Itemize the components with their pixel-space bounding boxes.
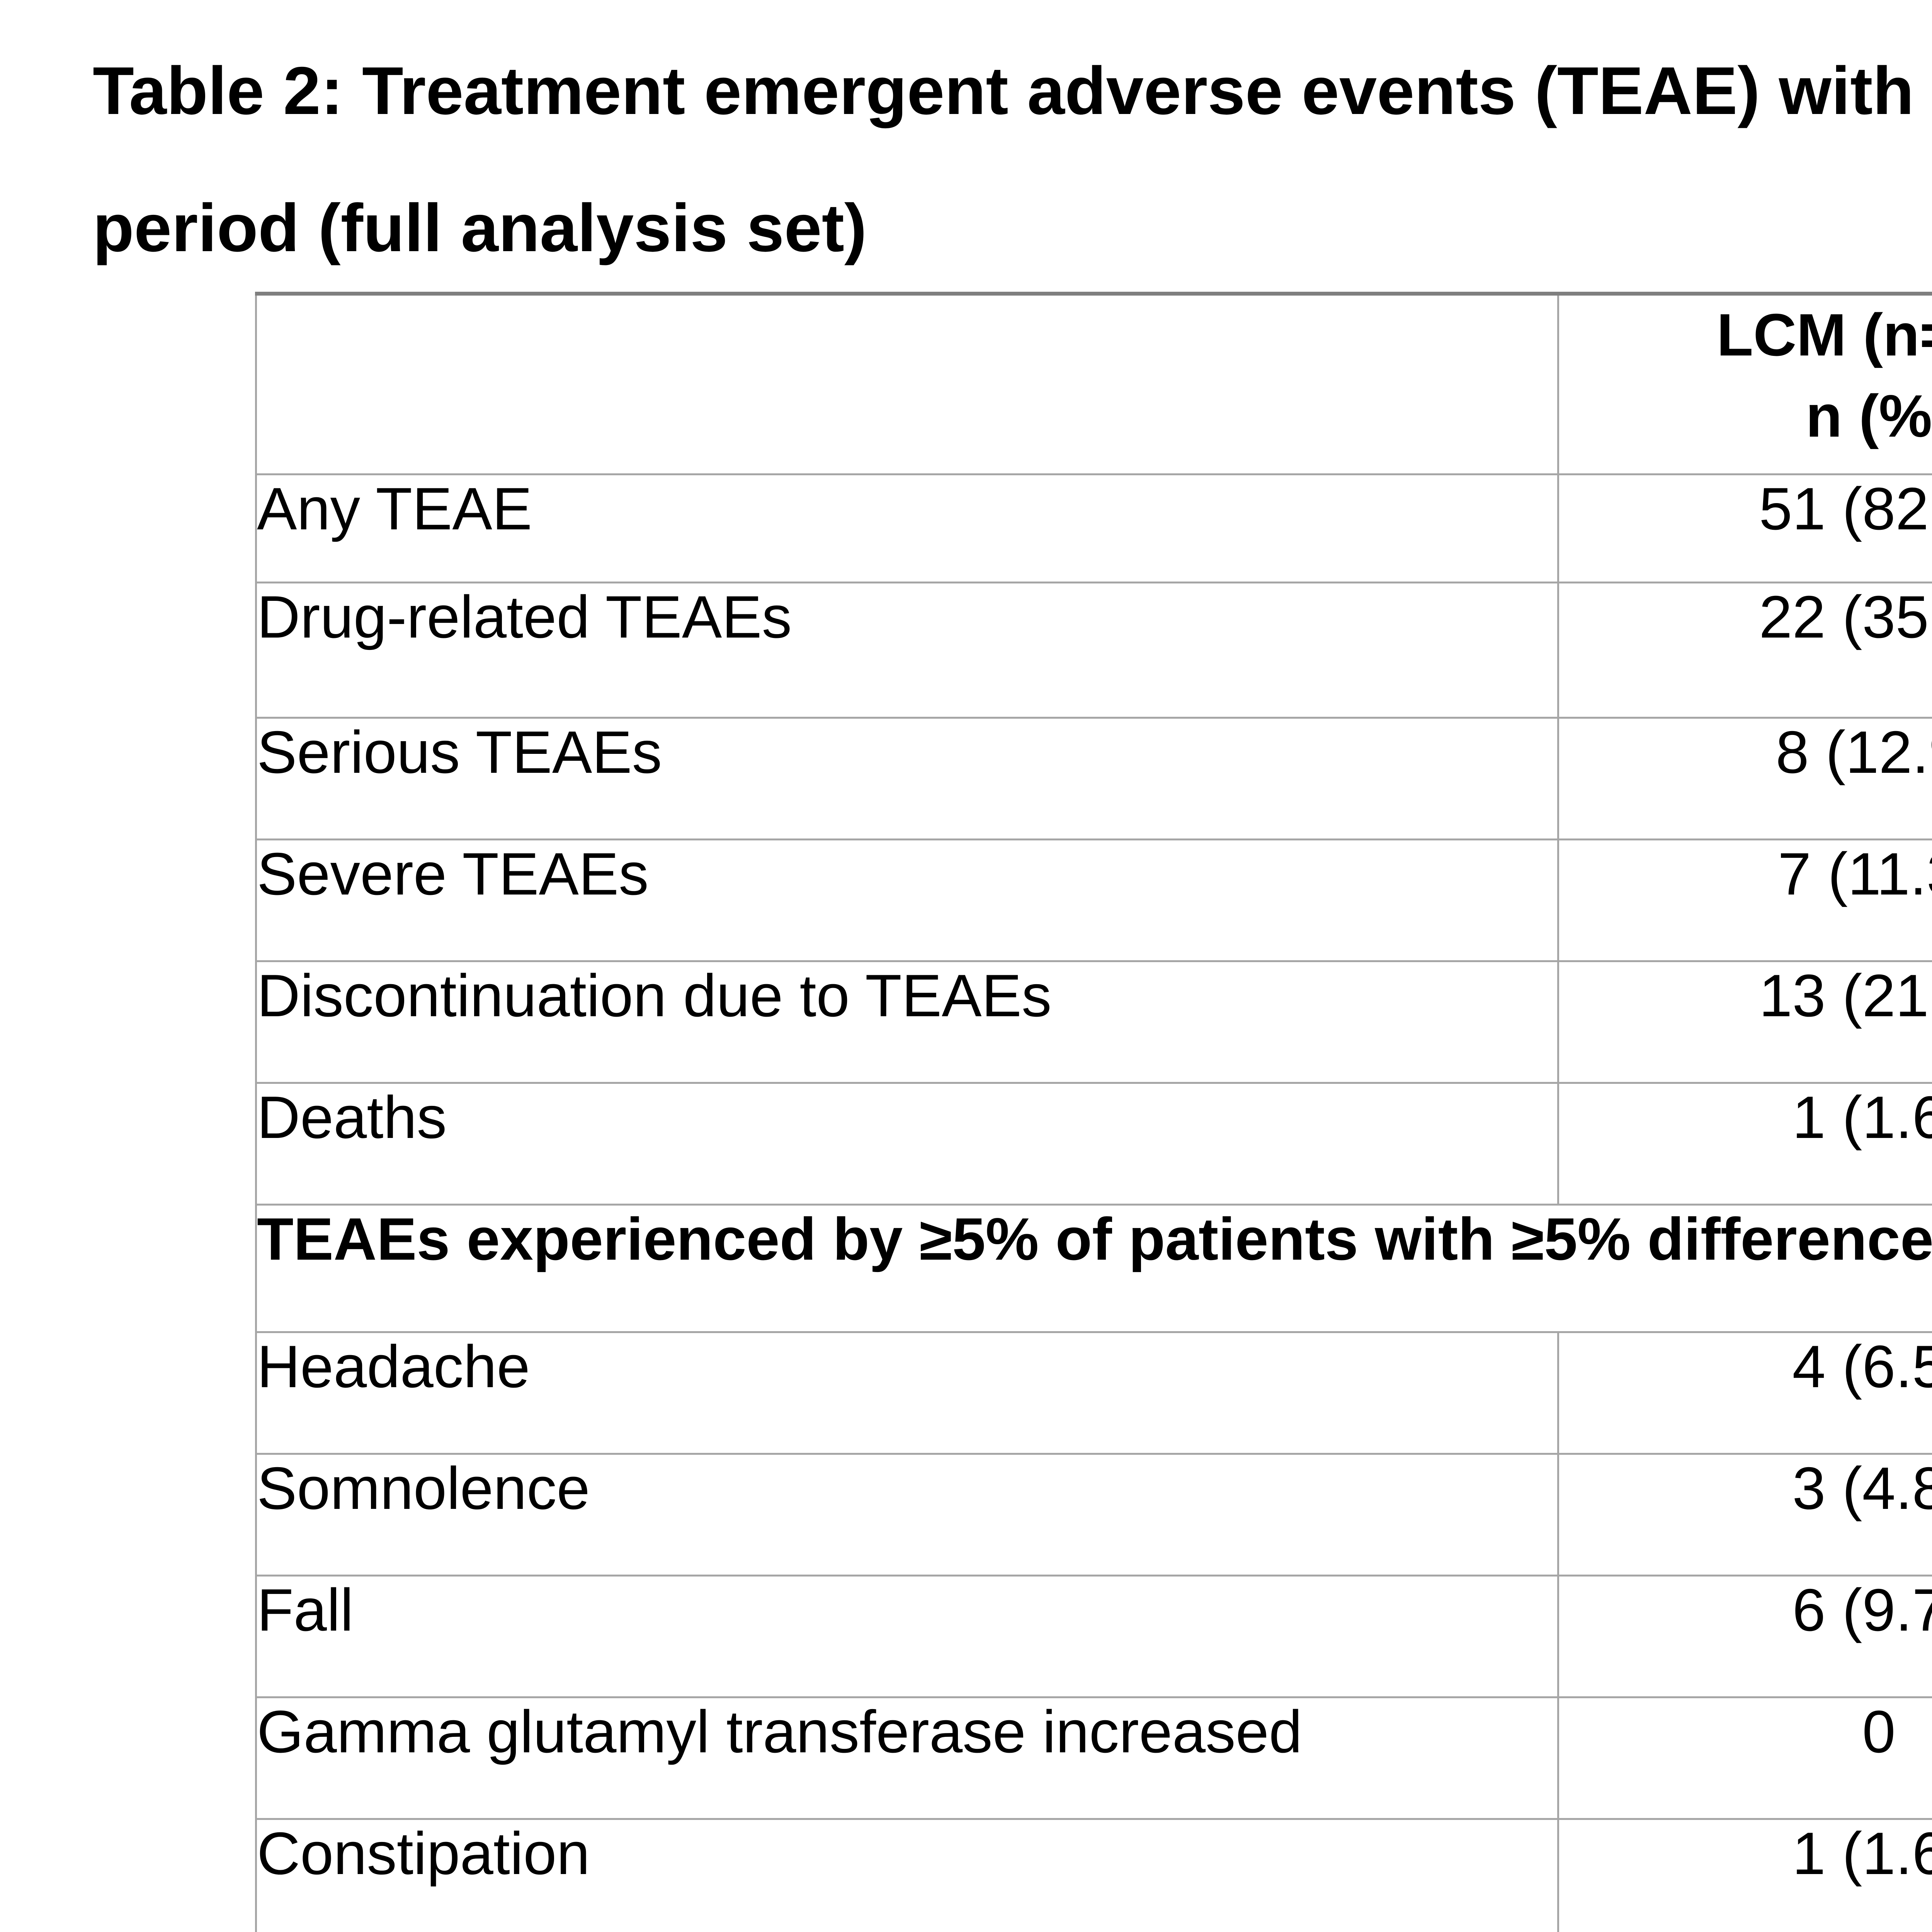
row-label-cell: Fall xyxy=(255,1573,1559,1697)
section-header-cell: TEAEs experienced by ≥5% of patients wit… xyxy=(255,1202,1932,1332)
lcm-value-cell: 8 (12.9) xyxy=(1557,716,1932,840)
row-label-cell: Headache xyxy=(255,1330,1559,1454)
table-row: Any TEAE 51 (82.3) 48 (84.2) xyxy=(255,472,1932,583)
row-label-cell: Deaths xyxy=(255,1081,1559,1205)
row-label-cell: Drug-related TEAEs xyxy=(255,580,1559,718)
row-label-cell: Any TEAE xyxy=(255,472,1559,583)
row-label-cell: Discontinuation due to TEAEs xyxy=(255,959,1559,1083)
lcm-value-cell: 13 (21.0) xyxy=(1557,959,1932,1083)
table-title-line2: period (full analysis set) xyxy=(93,191,867,267)
lcm-value-cell: 1 (1.6) xyxy=(1557,1081,1932,1205)
lcm-value-cell: 22 (35.5) xyxy=(1557,580,1932,718)
row-label-cell: Somnolence xyxy=(255,1452,1559,1576)
table-row: Fall 6 (9.7) 1 (1.8) xyxy=(255,1573,1932,1697)
table-row: Constipation 1 (1.6) 5 (8.8) xyxy=(255,1817,1932,1932)
table-row: Gamma glutamyl transferase increased 0 6… xyxy=(255,1695,1932,1819)
table-row: Serious TEAEs 8 (12.9) 12 (21.1) xyxy=(255,716,1932,840)
row-label-cell: Serious TEAEs xyxy=(255,716,1559,840)
table-row: Drug-related TEAEs 22 (35.5) 30 (52.6) xyxy=(255,580,1932,718)
table-header-row: LCM (n=62) n (%) CBZ-CR (n=57) n (%) xyxy=(255,293,1932,474)
table-row: Somnolence 3 (4.8) 7 (12.3) xyxy=(255,1452,1932,1576)
row-label-cell: Severe TEAEs xyxy=(255,837,1559,961)
lcm-value-cell: 6 (9.7) xyxy=(1557,1573,1932,1697)
lcm-header-line1: LCM (n=62) xyxy=(1716,301,1932,369)
table-title: Table 2: Treatment emergent adverse even… xyxy=(93,23,1932,298)
lcm-header-line2: n (%) xyxy=(1806,383,1932,450)
lcm-value-cell: 1 (1.6) xyxy=(1557,1817,1932,1932)
teae-table: LCM (n=62) n (%) CBZ-CR (n=57) n (%) Any… xyxy=(255,292,1932,1932)
empty-header-cell xyxy=(255,293,1559,474)
lcm-column-header: LCM (n=62) n (%) xyxy=(1557,293,1932,474)
section-header-row: TEAEs experienced by ≥5% of patients wit… xyxy=(255,1202,1932,1332)
lcm-value-cell: 3 (4.8) xyxy=(1557,1452,1932,1576)
lcm-value-cell: 0 xyxy=(1557,1695,1932,1819)
table-row: Deaths 1 (1.6) 1 (1.8) xyxy=(255,1081,1932,1205)
lcm-value-cell: 51 (82.3) xyxy=(1557,472,1932,583)
table-row: Headache 4 (6.5) 8 (14.0) xyxy=(255,1330,1932,1454)
table-row: Severe TEAEs 7 (11.3) 9 (15.8) xyxy=(255,837,1932,961)
table-row: Discontinuation due to TEAEs 13 (21.0) 1… xyxy=(255,959,1932,1083)
lcm-value-cell: 4 (6.5) xyxy=(1557,1330,1932,1454)
table-title-line1: Table 2: Treatment emergent adverse even… xyxy=(93,54,1932,129)
lcm-value-cell: 7 (11.3) xyxy=(1557,837,1932,961)
row-label-cell: Constipation xyxy=(255,1817,1559,1932)
row-label-cell: Gamma glutamyl transferase increased xyxy=(255,1695,1559,1819)
